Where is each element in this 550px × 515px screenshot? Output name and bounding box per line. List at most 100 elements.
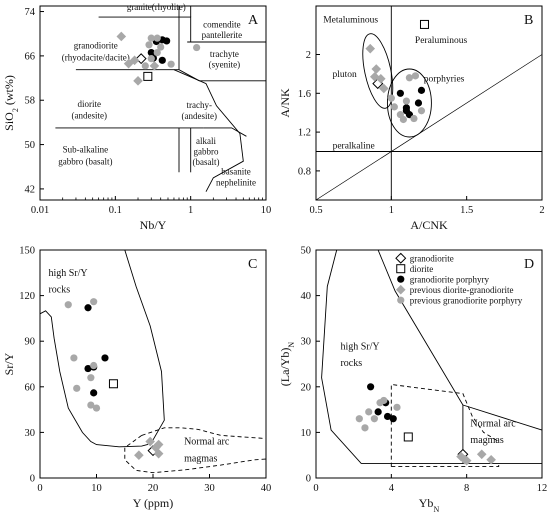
- y-tick-label: 20: [301, 382, 312, 393]
- pluton-field: [362, 33, 394, 109]
- data-point: [399, 115, 407, 124]
- data-point: [129, 55, 140, 66]
- data-point: [145, 436, 155, 447]
- boundary-line: [205, 133, 244, 192]
- data-point: [369, 72, 380, 82]
- x-axis-label: A/CNK: [410, 218, 448, 232]
- data-point: [141, 62, 149, 70]
- boundary-line: [391, 462, 500, 468]
- boundary-line: [315, 54, 543, 201]
- data-point: [402, 104, 410, 112]
- legend-label: granodiorite: [410, 254, 454, 264]
- boundary-line: [462, 404, 543, 431]
- x-tick-label: 10: [91, 483, 102, 494]
- y-tick-label: 1.6: [298, 89, 311, 100]
- data-point: [158, 56, 166, 64]
- x-tick-label: 8: [464, 483, 469, 494]
- data-point: [397, 296, 405, 304]
- data-point: [396, 89, 404, 97]
- data-point: [157, 43, 165, 51]
- region-label: diorite: [77, 99, 101, 109]
- x-tick-label: 1: [389, 205, 394, 216]
- data-point: [87, 401, 95, 409]
- data-point: [87, 374, 95, 382]
- data-point: [405, 74, 414, 82]
- data-point: [396, 264, 406, 274]
- y-tick-label: 0: [30, 474, 35, 485]
- data-point: [387, 94, 395, 102]
- data-point: [459, 454, 470, 465]
- data-point: [147, 55, 155, 63]
- data-point: [390, 103, 398, 111]
- plot-frame: [315, 249, 543, 479]
- region-label: high Sr/Y: [48, 268, 87, 279]
- data-point: [456, 451, 466, 462]
- legend-label: granodiorite porphyry: [410, 275, 490, 285]
- plot-frame: [315, 5, 543, 201]
- boundary-line: [203, 127, 247, 137]
- panel-c: high Sr/Y rocks Normal arc magmas 0 10 20 30 40 0…: [2, 246, 271, 511]
- panel-letter: D: [524, 257, 534, 272]
- data-point: [149, 61, 160, 71]
- y-tick-label: 60: [25, 382, 36, 393]
- panel-a: granite(rhyolite) granodiorite(rhyodacite…: [2, 2, 271, 232]
- data-point: [417, 86, 426, 94]
- region-label: granodiorite: [74, 41, 118, 51]
- boundary-line: [39, 249, 165, 448]
- y-tick-label: 30: [25, 428, 36, 439]
- data-point: [153, 439, 164, 450]
- region-label: alkali: [196, 136, 216, 146]
- data-point: [402, 97, 410, 105]
- region-label: pluton: [332, 70, 357, 80]
- data-point: [403, 432, 413, 442]
- data-point: [393, 403, 401, 411]
- data-point: [70, 354, 78, 362]
- x-tick-label: 40: [261, 483, 272, 494]
- boundary-line: [321, 249, 464, 464]
- x-tick-label: 0.5: [309, 205, 322, 216]
- data-point: [395, 252, 407, 264]
- data-point: [370, 415, 378, 423]
- data-point: [193, 43, 201, 52]
- data-point: [64, 301, 72, 309]
- y-tick-label: 2: [306, 50, 311, 61]
- plot-frame: [39, 249, 267, 479]
- region-label: trachyte: [210, 49, 239, 59]
- data-point: [143, 71, 153, 81]
- region-label: (syenite): [209, 60, 241, 70]
- data-point: [389, 415, 397, 423]
- y-tick-label: 50: [301, 246, 312, 257]
- plot-frame: [39, 5, 267, 201]
- data-point: [133, 76, 143, 86]
- region-label: high Sr/Y: [340, 341, 379, 352]
- x-tick-label: 0: [37, 483, 42, 494]
- region-label: comendite: [203, 20, 241, 30]
- x-tick-label: 0.1: [109, 205, 122, 216]
- region-label: (basalt): [193, 157, 220, 167]
- data-point: [476, 449, 487, 460]
- data-point: [90, 361, 98, 370]
- panel-d: high Sr/Y rocks Normal arc magmas granodiori…: [278, 246, 547, 514]
- region-label: nephelinite: [216, 178, 256, 188]
- data-point: [397, 275, 405, 283]
- panel-b: Metaluminous Peraluminous peralkaline pluto…: [278, 5, 545, 232]
- data-point: [84, 364, 92, 373]
- data-point: [90, 389, 98, 397]
- y-tick-label: 58: [25, 96, 36, 107]
- region-label: pantellerite: [202, 30, 242, 40]
- legend-label: previous diorite-granodiorite: [410, 285, 514, 295]
- region-label: trachy-: [187, 100, 212, 110]
- boundary-line: [179, 16, 192, 42]
- region-label: (andesite): [71, 111, 106, 121]
- region-label: gabbro: [194, 147, 219, 157]
- y-axis-label: Sr/Y: [2, 352, 16, 375]
- data-point: [486, 454, 496, 465]
- data-point: [116, 31, 127, 42]
- region-label: (rhyodacite/dacite): [62, 52, 130, 62]
- region-label: Peraluminous: [415, 36, 468, 46]
- data-point: [365, 43, 376, 54]
- data-point: [147, 48, 155, 57]
- data-point: [92, 404, 101, 412]
- data-point: [108, 379, 118, 389]
